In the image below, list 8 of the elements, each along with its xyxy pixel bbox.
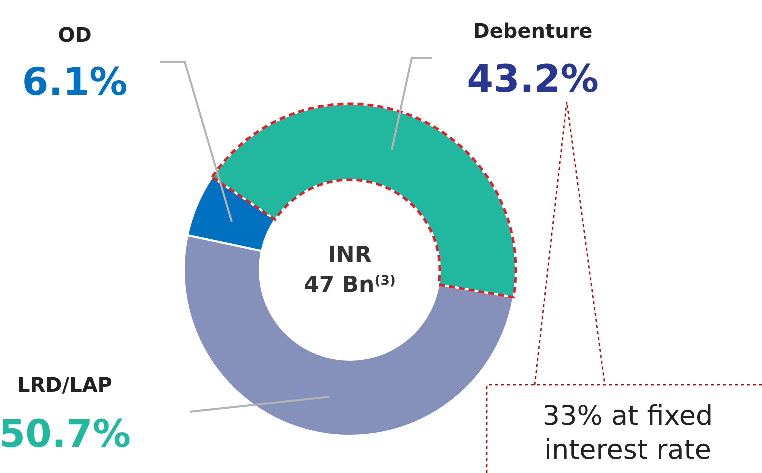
data-label: 6.1% — [22, 60, 128, 104]
data-label: 43.2% — [467, 57, 599, 101]
text: INR 47 Bn$^{(3)}$ — [304, 243, 396, 298]
text: 33% at fixed interest rate — [542, 401, 714, 466]
data-label: 50.7% — [0, 412, 131, 456]
slice-label: LRD/LAP — [18, 373, 112, 397]
slice-label: OD — [58, 23, 92, 47]
slice-label: Debenture — [473, 19, 593, 43]
